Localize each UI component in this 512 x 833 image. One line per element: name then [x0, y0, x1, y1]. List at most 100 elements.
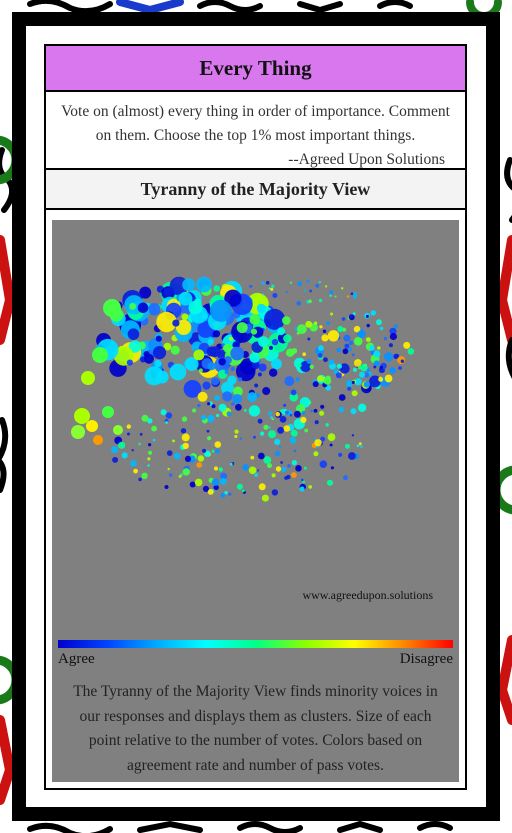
cluster-point — [274, 450, 281, 457]
cluster-point — [211, 377, 220, 386]
cluster-point — [398, 366, 402, 370]
cluster-point — [318, 345, 324, 351]
cluster-point — [151, 425, 157, 432]
cluster-point — [237, 377, 243, 382]
cluster-point — [155, 335, 162, 342]
view-title: Tyranny of the Majority View — [46, 170, 465, 210]
cluster-point — [148, 443, 152, 447]
cluster-point — [326, 321, 330, 326]
cluster-point — [373, 350, 381, 358]
cluster-point — [252, 361, 260, 370]
cluster-point — [138, 442, 141, 446]
cluster-point — [126, 424, 131, 429]
cluster-point — [351, 434, 355, 437]
cluster-point — [207, 489, 214, 495]
cluster-point — [407, 348, 415, 355]
cluster-point — [222, 391, 233, 402]
cluster-point — [211, 404, 216, 409]
cluster-point — [214, 448, 220, 454]
cluster-point — [131, 449, 134, 452]
cluster-point — [359, 371, 365, 378]
cluster-point — [257, 372, 262, 377]
cluster-point — [368, 371, 373, 376]
cluster-point — [207, 436, 212, 441]
cluster-point — [248, 405, 261, 417]
cluster-point — [156, 311, 177, 333]
cluster-point — [231, 402, 235, 406]
cluster-point — [280, 461, 283, 464]
cluster-point — [363, 372, 370, 378]
cluster-point — [403, 341, 411, 349]
cluster-point — [315, 283, 320, 288]
cluster-point — [400, 359, 405, 363]
cluster-point — [224, 491, 228, 495]
cluster-point — [226, 411, 232, 417]
cluster-point — [284, 410, 289, 415]
cluster-point — [314, 439, 322, 447]
cluster-point — [141, 414, 149, 422]
cluster-point — [224, 356, 232, 364]
cluster-point — [289, 437, 297, 444]
cluster-point — [198, 368, 203, 373]
cluster-point — [258, 363, 267, 372]
cluster-point — [320, 404, 325, 409]
cluster-point — [379, 365, 383, 369]
cluster-point — [271, 338, 279, 346]
cluster-point — [265, 280, 270, 285]
cluster-point — [184, 455, 192, 462]
cluster-point — [165, 421, 168, 424]
cluster-point — [242, 464, 249, 471]
cluster-point — [309, 289, 313, 293]
cluster-point — [263, 456, 272, 464]
cluster-point — [296, 331, 300, 335]
cluster-point — [207, 402, 211, 406]
cluster-point — [346, 380, 353, 387]
cluster-point — [314, 321, 318, 325]
cluster-point — [218, 358, 226, 366]
cluster-point — [127, 432, 130, 436]
cluster-point — [325, 423, 330, 427]
cluster-point — [302, 480, 306, 484]
cluster-point — [313, 451, 319, 457]
cluster-point — [301, 478, 304, 482]
cluster-point — [348, 340, 354, 346]
cluster-point — [139, 432, 143, 436]
cluster-point — [206, 429, 210, 433]
cluster-point — [201, 414, 207, 421]
cluster-point — [336, 363, 342, 369]
cluster-point — [312, 381, 319, 388]
cluster-point — [213, 285, 220, 292]
cluster-point — [318, 281, 321, 284]
cluster-point — [212, 330, 221, 338]
cluster-point — [356, 444, 360, 448]
cluster-point — [216, 413, 220, 418]
cluster-point — [351, 353, 355, 357]
cluster-point — [271, 358, 282, 370]
cluster-point — [211, 449, 215, 453]
cluster-point — [152, 346, 167, 360]
cluster-point — [202, 381, 211, 390]
cluster-point — [258, 483, 266, 491]
cluster-point — [248, 466, 257, 475]
cluster-point — [317, 375, 324, 382]
cluster-point — [272, 293, 278, 298]
card: Every Thing Vote on (almost) every thing… — [26, 26, 486, 807]
cluster-point — [71, 425, 85, 439]
cluster-point — [269, 368, 278, 377]
scale-label-disagree: Disagree — [399, 651, 453, 667]
cluster-point — [335, 372, 342, 379]
cluster-point — [261, 281, 265, 285]
cluster-point — [196, 462, 203, 468]
cluster-point — [178, 475, 182, 478]
cluster-point — [152, 438, 156, 442]
cluster-point — [321, 334, 329, 342]
cluster-point — [365, 314, 369, 318]
cluster-point — [319, 410, 325, 416]
cluster-point — [207, 338, 214, 346]
cluster-point — [214, 441, 222, 448]
cluster-point — [328, 359, 335, 365]
cluster-point — [299, 486, 305, 492]
cluster-point — [378, 376, 384, 382]
cluster-point — [353, 295, 357, 299]
cluster-point — [241, 489, 245, 493]
